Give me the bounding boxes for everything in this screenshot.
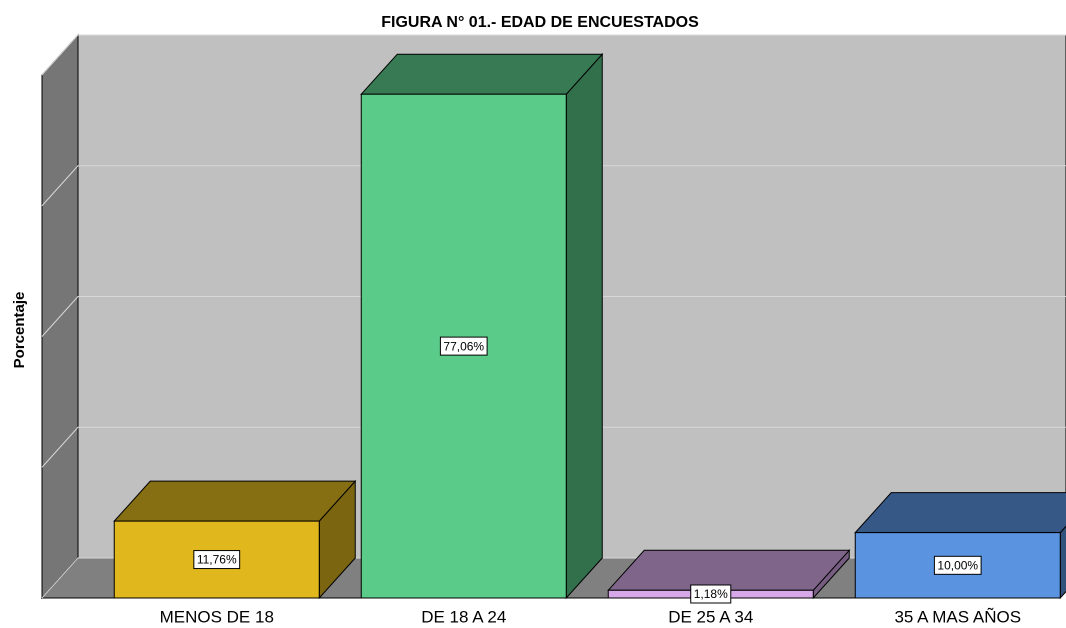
x-tick-label: DE 18 A 24 xyxy=(421,607,506,626)
bar-top xyxy=(113,480,357,522)
value-label: 77,06% xyxy=(443,339,484,353)
y-axis-label: Porcentaje xyxy=(11,292,28,369)
bar-top xyxy=(854,492,1066,534)
grid-line xyxy=(41,296,1066,337)
bar-top xyxy=(360,53,604,95)
x-tick-label: MENOS DE 18 xyxy=(160,607,274,626)
value-label-box xyxy=(439,336,488,356)
bar-group xyxy=(360,52,604,600)
bar-top xyxy=(607,549,851,591)
bar-side xyxy=(565,52,603,600)
grid-line xyxy=(41,34,1066,76)
x-tick-label: 35 A MAS AÑOS xyxy=(894,607,1021,626)
value-label: 1,18% xyxy=(694,587,728,601)
bar-group xyxy=(113,479,357,600)
bar-group xyxy=(854,492,1066,600)
value-label: 10,00% xyxy=(937,558,978,572)
grid-line xyxy=(41,426,1066,468)
x-tick-label: DE 25 A 34 xyxy=(668,607,753,626)
value-label-box xyxy=(690,584,732,604)
value-label-box xyxy=(933,555,982,575)
value-label-box xyxy=(193,550,241,570)
chart-title: FIGURA N° 01.- EDAD DE ENCUESTADOS xyxy=(381,14,699,31)
grid-line xyxy=(41,165,1066,207)
value-label: 11,76% xyxy=(197,553,237,567)
